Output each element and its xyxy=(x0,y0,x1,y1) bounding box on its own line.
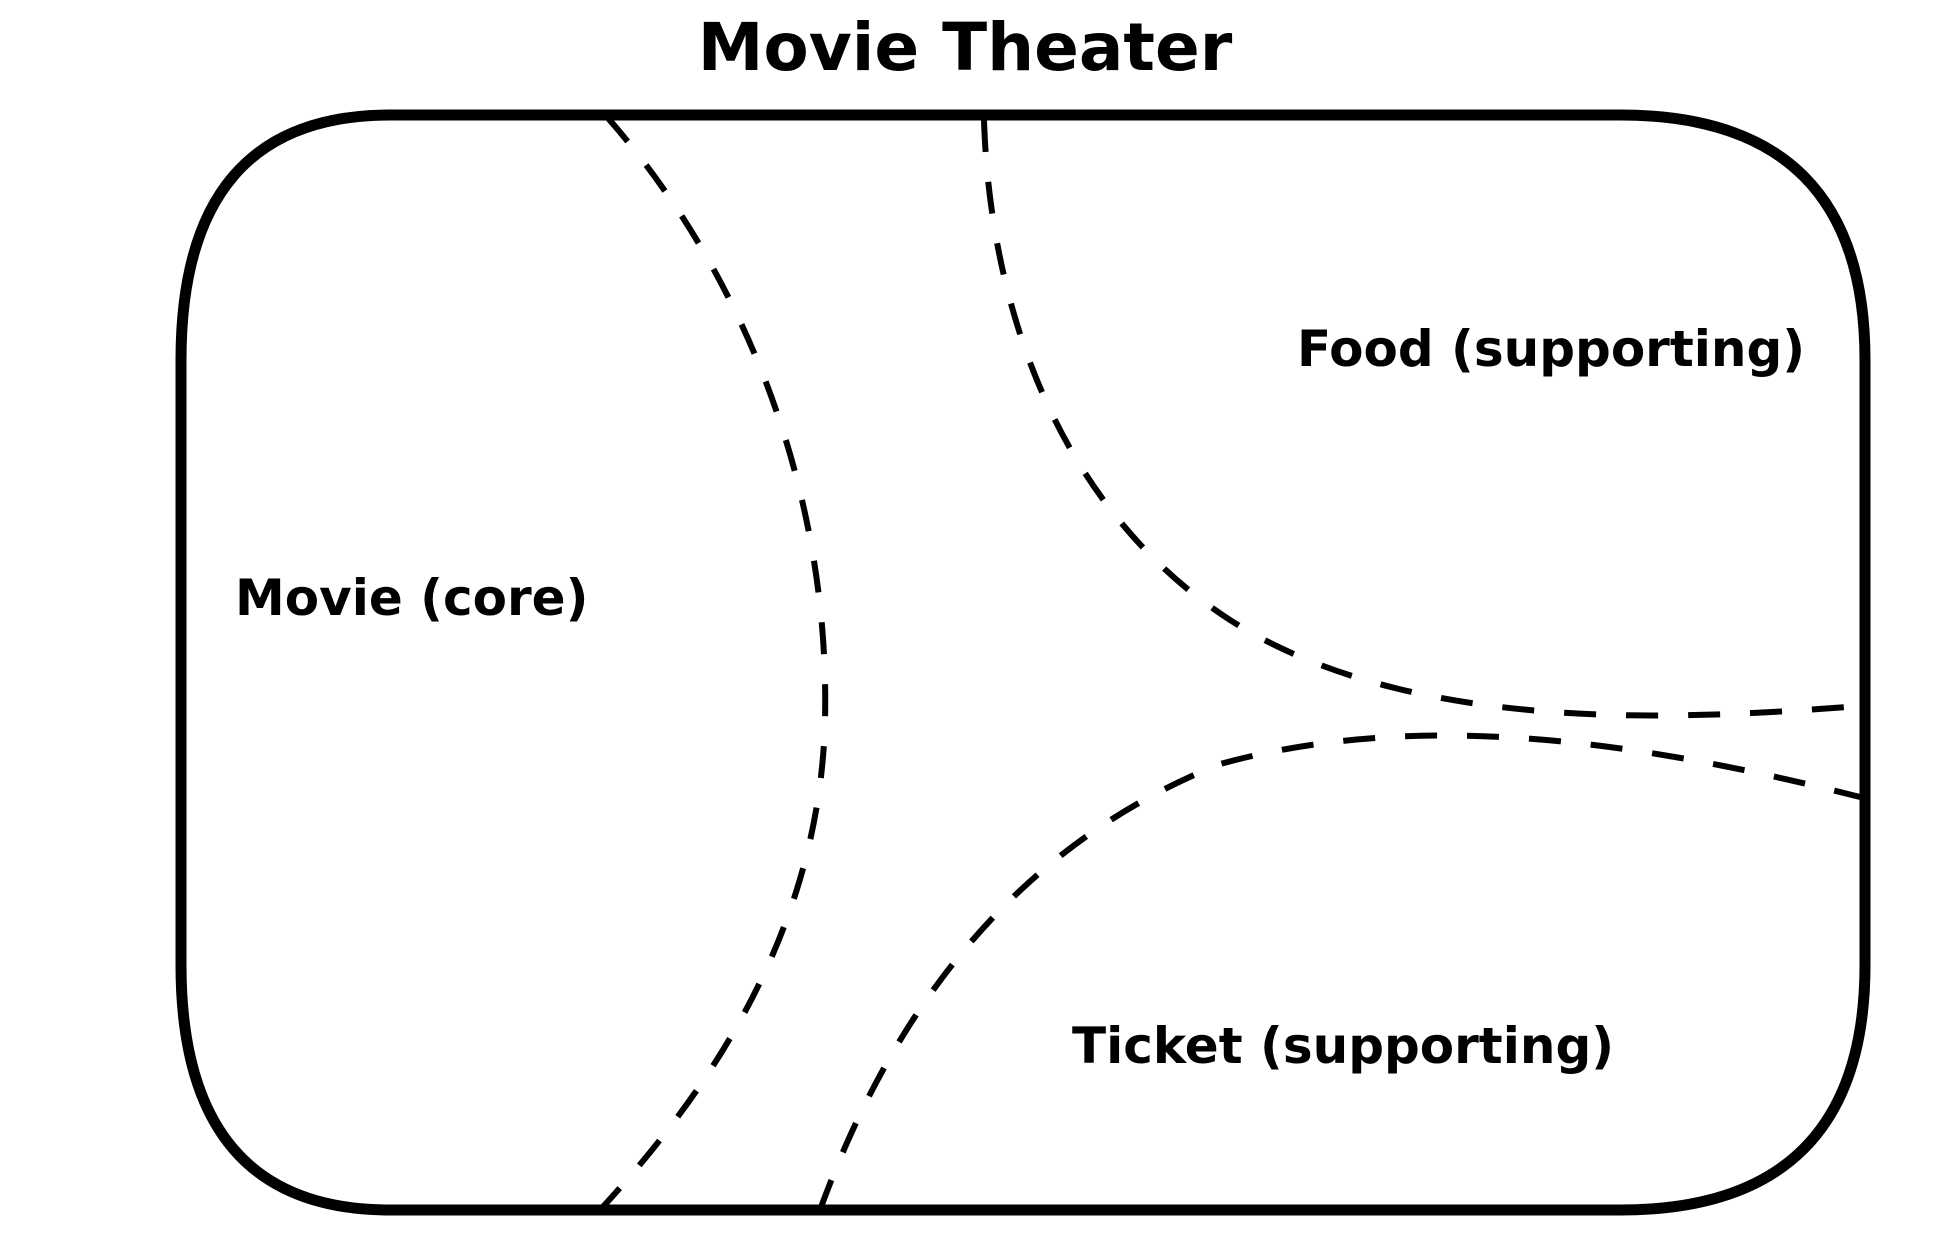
theater-boundary xyxy=(175,109,1871,1216)
region-label-movie-core: Movie (core) xyxy=(235,569,588,627)
region-label-food-supporting: Food (supporting) xyxy=(1297,320,1805,378)
core-boundary-divider xyxy=(597,115,829,1213)
region-label-ticket-supporting: Ticket (supporting) xyxy=(1072,1017,1614,1075)
food-boundary-divider xyxy=(981,119,1861,719)
diagram-title: Movie Theater xyxy=(698,9,1233,86)
ticket-boundary-divider xyxy=(817,732,1861,1212)
